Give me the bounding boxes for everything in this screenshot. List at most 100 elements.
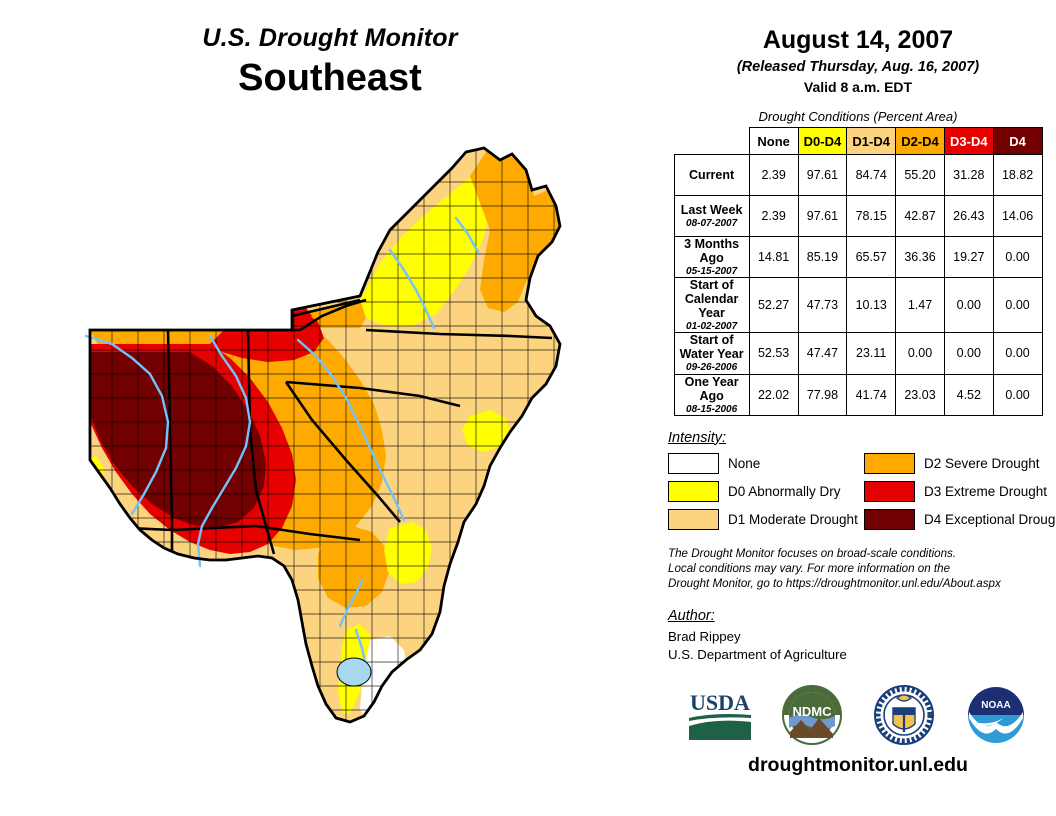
table-caption: Drought Conditions (Percent Area) [758, 109, 958, 124]
table-cell: 55.20 [895, 154, 945, 196]
table-cell: 19.27 [943, 235, 994, 279]
lake-okeechobee [336, 657, 372, 687]
table-cell: 65.57 [846, 235, 897, 279]
legend-item: D4 Exceptional Drought [864, 508, 1056, 530]
table-cell: 2.39 [748, 195, 799, 237]
table-col-header: None [748, 127, 799, 155]
table-cell: 0.00 [992, 235, 1043, 279]
table-cell: 97.61 [797, 154, 848, 196]
table-cell: 23.11 [846, 332, 897, 375]
table-cell: 47.73 [797, 277, 848, 334]
table-cell: 26.43 [943, 195, 994, 237]
map-svg [84, 146, 562, 724]
row-label-date: 01-02-2007 [686, 321, 738, 333]
southeast-drought-map[interactable] [60, 130, 620, 810]
legend-item: D0 Abnormally Dry [668, 480, 864, 502]
legend-grid: None D2 Severe Drought D0 Abnormally Dry D3… [668, 452, 1056, 530]
table-row-label: One Year Ago 08-15-2006 [673, 373, 750, 416]
title-block: U.S. Drought Monitor Southeast [0, 24, 660, 100]
table-cell: 4.52 [943, 373, 994, 416]
table-cell: 0.00 [992, 332, 1043, 375]
info-panel: August 14, 2007 (Released Thursday, Aug.… [660, 0, 1056, 816]
table-cell: 10.13 [846, 277, 897, 334]
logo-row: USDA NDMC [660, 682, 1056, 748]
county-boundaries [90, 148, 560, 722]
table-col-header: D1-D4 [846, 127, 897, 155]
table-cell: 0.00 [992, 277, 1043, 334]
author-block: Author: Brad Rippey U.S. Department of A… [660, 608, 1056, 664]
table-row: Start of Calendar Year 01-02-2007 52.27 47.7… [673, 277, 1043, 334]
usda-logo: USDA [689, 690, 751, 740]
intensity-legend: Intensity: None D2 Severe Drought D0 Abnor… [660, 430, 1056, 530]
table-cell: 22.02 [748, 373, 799, 416]
row-label-date: 08-15-2006 [686, 403, 738, 415]
table-cell: 0.00 [895, 332, 945, 375]
table-cell: 77.98 [797, 373, 848, 416]
rivers [84, 216, 480, 668]
row-label-line: One Year Ago [684, 374, 739, 403]
legend-label: D0 Abnormally Dry [728, 483, 841, 499]
page-title: U.S. Drought Monitor [202, 24, 458, 52]
row-label-date: 05-15-2007 [686, 266, 738, 277]
table-cell: 85.19 [797, 235, 848, 279]
table-cell: 14.81 [748, 235, 799, 279]
table-row: Current 2.39 97.61 84.74 55.20 31.28 18.82 [673, 154, 1043, 196]
table-col-header: D2-D4 [895, 127, 945, 155]
region-outline [88, 146, 562, 724]
noaa-logo: NOAA [968, 686, 1024, 743]
legend-label: D4 Exceptional Drought [924, 511, 1056, 527]
table-col-header: D0-D4 [797, 127, 848, 155]
table-cell: 47.47 [797, 332, 848, 375]
legend-label: D3 Extreme Drought [924, 483, 1048, 499]
legend-label: D1 Moderate Drought [728, 511, 858, 527]
table-cell: 78.15 [846, 195, 897, 237]
legend-item: D1 Moderate Drought [668, 508, 864, 530]
table-cell: 41.74 [846, 373, 897, 416]
table-cell: 23.03 [895, 373, 945, 416]
row-label-date: 09-26-2006 [686, 362, 738, 374]
release-date: (Released Thursday, Aug. 16, 2007) [736, 59, 980, 75]
table-row-label: Start of Calendar Year 01-02-2007 [673, 277, 750, 334]
table-cell: 42.87 [895, 195, 945, 237]
disclaimer-line-3: Drought Monitor, go to https://droughtmo… [668, 577, 1001, 591]
table-cell: 2.39 [748, 154, 799, 196]
table-col-header: D4 [992, 127, 1043, 155]
table-row-label: Last Week 08-07-2007 [673, 195, 750, 237]
region-title: Southeast [238, 57, 422, 99]
table-col-header: D3-D4 [943, 127, 994, 155]
legend-swatch [668, 508, 719, 530]
legend-item: D2 Severe Drought [864, 452, 1056, 474]
legend-label: None [728, 455, 761, 471]
row-label-line: Start of [689, 278, 734, 293]
table-cell: 1.47 [895, 277, 945, 334]
report-date: August 14, 2007 [762, 26, 954, 54]
legend-item: None [668, 452, 864, 474]
noaa-logo-text: NOAA [981, 700, 1010, 711]
usdc-logo [874, 684, 934, 745]
table-cell: 0.00 [943, 332, 994, 375]
table-cell: 0.00 [992, 373, 1043, 416]
disclaimer-line-2: Local conditions may vary. For more info… [668, 562, 951, 576]
table-corner-cell [674, 128, 749, 155]
table-row: 3 Months Ago 05-15-2007 14.81 85.19 65.57 36.… [673, 235, 1043, 279]
date-block: August 14, 2007 (Released Thursday, Aug.… [660, 0, 1056, 95]
table-cell: 31.28 [943, 154, 994, 196]
disclaimer: The Drought Monitor focuses on broad-sca… [660, 546, 1056, 592]
row-label-line: 3 Months Ago [684, 237, 740, 265]
legend-swatch [668, 452, 719, 474]
map-panel: U.S. Drought Monitor Southeast [0, 24, 660, 810]
intensity-title: Intensity: [668, 429, 727, 446]
author-org: U.S. Department of Agriculture [668, 646, 847, 662]
legend-label: D2 Severe Drought [924, 455, 1040, 471]
site-url[interactable]: droughtmonitor.unl.edu [748, 753, 968, 776]
ndmc-logo: NDMC [782, 684, 842, 745]
row-label-line: Current [689, 168, 735, 182]
table-row-label: Start of Water Year 09-26-2006 [673, 332, 750, 375]
valid-time: Valid 8 a.m. EDT [803, 79, 913, 95]
table-row: Last Week 08-07-2007 2.39 97.61 78.15 42.87 26… [673, 195, 1043, 237]
legend-item: D3 Extreme Drought [864, 480, 1056, 502]
table-cell: 52.27 [748, 277, 799, 334]
table-cell: 18.82 [992, 154, 1043, 196]
usda-logo-text: USDA [690, 690, 750, 715]
